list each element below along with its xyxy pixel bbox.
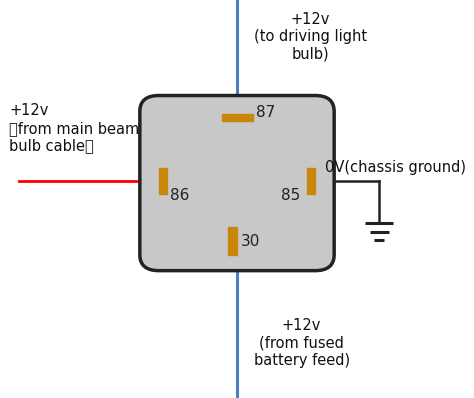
Text: 0V(chassis ground): 0V(chassis ground) xyxy=(325,160,465,175)
Text: +12v
(to driving light
bulb): +12v (to driving light bulb) xyxy=(254,12,367,62)
Bar xyxy=(307,168,315,194)
Text: 87: 87 xyxy=(256,105,275,120)
Text: 85: 85 xyxy=(281,187,300,203)
Text: +12v
(from fused
battery feed): +12v (from fused battery feed) xyxy=(254,318,350,368)
Bar xyxy=(228,227,237,255)
Text: 86: 86 xyxy=(170,187,189,203)
Text: +12v
（from main beam
bulb cable）: +12v （from main beam bulb cable） xyxy=(9,103,140,153)
Bar xyxy=(159,168,167,194)
Bar xyxy=(222,114,253,121)
FancyBboxPatch shape xyxy=(140,96,334,271)
Text: 30: 30 xyxy=(241,234,260,250)
